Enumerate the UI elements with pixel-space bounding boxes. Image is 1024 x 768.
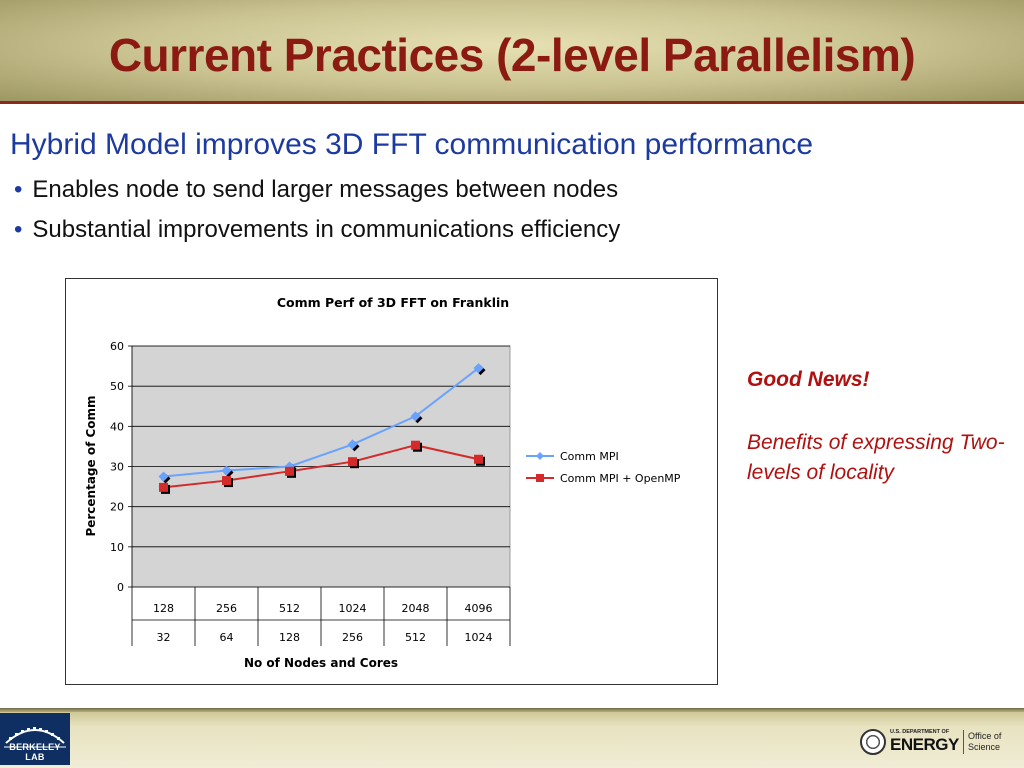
bullet-list: • Enables node to send larger messages be… bbox=[14, 172, 620, 252]
doe-logo: U.S. DEPARTMENT OF ENERGY Office of Scie… bbox=[860, 726, 1010, 760]
legend-label: Comm MPI bbox=[560, 450, 619, 463]
y-axis-label: Percentage of Comm bbox=[84, 395, 98, 536]
y-tick-label: 60 bbox=[110, 340, 124, 353]
footer-bar bbox=[0, 708, 1024, 768]
data-point-comm-mpi-openmp bbox=[411, 440, 420, 450]
doe-office-text: Office of Science bbox=[968, 731, 1002, 752]
x-axis-label: No of Nodes and Cores bbox=[244, 656, 398, 670]
x-axis-categories: 128 32 256 64 512 128 1024 256 2048 512 4096 1024 bbox=[131, 587, 511, 646]
y-tick-label: 50 bbox=[110, 380, 124, 393]
x-tick-label-cores: 32 bbox=[157, 631, 171, 644]
doe-seal-icon bbox=[860, 729, 886, 755]
bullet-text: Enables node to send larger messages bet… bbox=[32, 176, 619, 203]
series-line-comm-mpi bbox=[163, 367, 480, 478]
legend-diamond-icon bbox=[536, 452, 544, 460]
line-chart: Comm Perf of 3D FFT on Franklin 0 10 20 30 4… bbox=[84, 295, 681, 670]
chart-title: Comm Perf of 3D FFT on Franklin bbox=[277, 295, 509, 310]
data-point-comm-mpi-openmp bbox=[222, 476, 231, 486]
x-tick-label-nodes: 1024 bbox=[339, 602, 367, 615]
y-tick-label: 0 bbox=[117, 581, 124, 594]
bullet-item: • Substantial improvements in communicati… bbox=[14, 212, 620, 252]
x-tick-label-nodes: 2048 bbox=[402, 602, 430, 615]
data-point-comm-mpi-openmp bbox=[285, 466, 294, 476]
x-tick-label-cores: 256 bbox=[342, 631, 363, 644]
note-heading: Good News! bbox=[747, 368, 870, 391]
berkeley-lab-building-icon bbox=[4, 727, 66, 748]
doe-dept-text: U.S. DEPARTMENT OF bbox=[890, 729, 950, 735]
slide-subtitle: Hybrid Model improves 3D FFT communicati… bbox=[10, 128, 814, 161]
y-tick-label: 10 bbox=[110, 541, 124, 554]
doe-divider bbox=[963, 730, 964, 754]
x-tick-label-nodes: 128 bbox=[153, 602, 174, 615]
data-point-comm-mpi-openmp bbox=[348, 457, 357, 467]
x-tick-label-nodes: 512 bbox=[279, 602, 300, 615]
berkeley-lab-logo: BERKELEY LAB bbox=[0, 713, 70, 765]
data-point-comm-mpi bbox=[410, 411, 421, 422]
x-tick-label-nodes: 4096 bbox=[465, 602, 493, 615]
berkeley-lab-text: BERKELEY LAB bbox=[9, 742, 61, 762]
chart-legend: Comm MPI Comm MPI + OpenMP bbox=[526, 450, 681, 485]
y-tick-label: 20 bbox=[110, 501, 124, 514]
x-tick-label-cores: 1024 bbox=[465, 631, 493, 644]
doe-energy-text: ENERGY bbox=[890, 735, 959, 754]
bullet-dot-icon: • bbox=[14, 216, 23, 243]
x-tick-label-cores: 64 bbox=[220, 631, 234, 644]
bullet-dot-icon: • bbox=[14, 176, 23, 203]
data-point-comm-mpi-openmp bbox=[159, 482, 168, 492]
x-tick-label-cores: 512 bbox=[405, 631, 426, 644]
data-point-comm-mpi-openmp bbox=[474, 454, 483, 464]
x-tick-label-cores: 128 bbox=[279, 631, 300, 644]
series-group bbox=[158, 363, 486, 494]
chart-frame: Comm Perf of 3D FFT on Franklin 0 10 20 30 4… bbox=[65, 278, 718, 685]
note-body: Benefits of expressing Two-levels of loc… bbox=[747, 431, 1005, 484]
series-line-comm-mpi-openmp bbox=[163, 444, 479, 489]
data-point-comm-mpi bbox=[221, 465, 232, 476]
slide-title: Current Practices (2-level Parallelism) bbox=[108, 29, 916, 81]
legend-square-icon bbox=[536, 474, 544, 482]
x-tick-label-nodes: 256 bbox=[216, 602, 237, 615]
data-point-comm-mpi bbox=[473, 363, 484, 374]
y-tick-label: 30 bbox=[110, 461, 124, 474]
title-bar bbox=[0, 0, 1024, 104]
data-point-comm-mpi bbox=[347, 439, 358, 450]
y-axis-ticks: 0 10 20 30 40 50 60 bbox=[110, 340, 133, 594]
y-tick-label: 40 bbox=[110, 420, 124, 433]
bullet-text: Substantial improvements in communicatio… bbox=[32, 216, 621, 243]
data-point-comm-mpi bbox=[158, 471, 169, 482]
bullet-item: • Enables node to send larger messages be… bbox=[14, 172, 620, 212]
legend-label: Comm MPI + OpenMP bbox=[560, 472, 681, 485]
